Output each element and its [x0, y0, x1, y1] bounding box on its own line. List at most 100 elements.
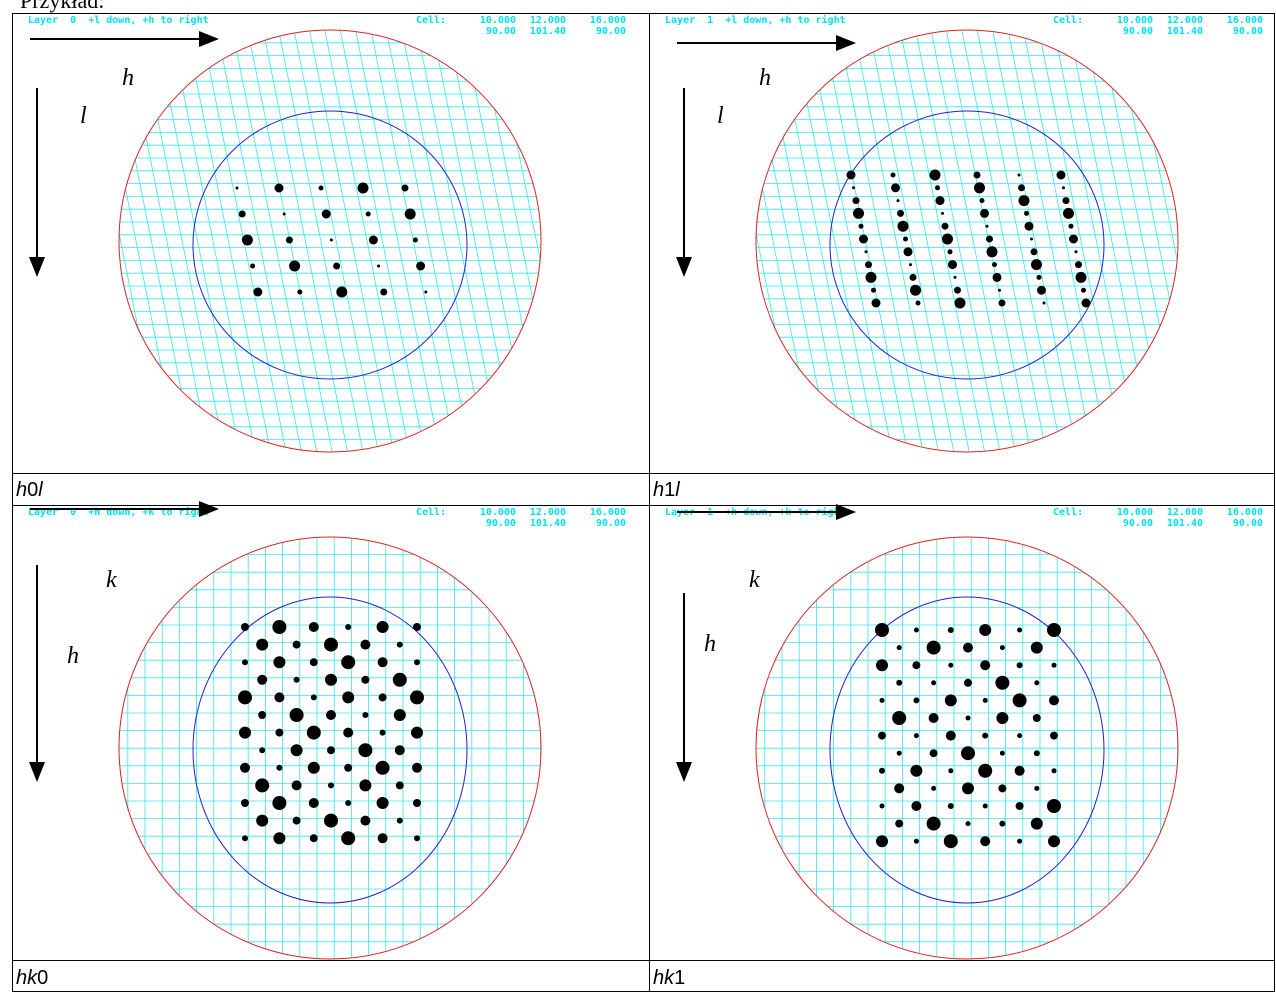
reflection	[853, 197, 860, 204]
reflection	[242, 835, 248, 841]
reflection	[366, 212, 371, 217]
reflection	[326, 710, 336, 720]
reflection	[980, 836, 990, 846]
reflection	[892, 711, 906, 725]
reflection	[259, 747, 265, 753]
cell-value: 16.000	[590, 15, 626, 26]
reflection	[954, 276, 957, 279]
reflection	[999, 300, 1006, 307]
reflection	[963, 643, 973, 653]
grid-line	[1131, 30, 1215, 452]
reflection	[293, 817, 301, 825]
cell-value: 10.000	[1117, 507, 1153, 518]
cell-value: 101.40	[530, 26, 566, 37]
reflection	[974, 182, 985, 193]
reflection	[322, 210, 331, 219]
caption-part: h	[16, 479, 27, 501]
reflections	[236, 183, 428, 298]
reflection	[341, 655, 355, 669]
reflection	[859, 224, 864, 229]
reflection	[324, 638, 338, 652]
grid-line	[715, 30, 799, 452]
reflection	[1018, 184, 1025, 191]
reflection	[930, 170, 941, 181]
reflection	[872, 299, 881, 308]
reflection	[961, 746, 975, 760]
grid-line	[1193, 30, 1276, 452]
reflection	[927, 817, 941, 831]
layer-label: Layer 0 +l down, +h to right	[28, 14, 209, 26]
grid-line	[1116, 30, 1200, 452]
cell-label: Cell:	[416, 15, 446, 26]
cell-value: 12.000	[530, 507, 566, 518]
document: Przykład: Layer 0 +l down, +h to right Ce…	[0, 0, 1276, 992]
reflection	[397, 818, 403, 824]
reflection	[325, 674, 337, 686]
reflection	[342, 691, 354, 703]
reflection	[979, 624, 991, 636]
reflection	[996, 712, 1008, 724]
intro-text: Przykład:	[20, 0, 104, 13]
reflection	[416, 262, 425, 271]
reflection	[880, 698, 885, 703]
reflection	[1025, 222, 1034, 231]
reflection	[327, 746, 335, 754]
reflection	[360, 816, 370, 826]
reflection	[1017, 733, 1022, 738]
reflection	[412, 763, 422, 773]
reflection	[974, 172, 981, 179]
reflection	[293, 641, 301, 649]
reflection	[319, 186, 324, 191]
reflection	[256, 815, 268, 827]
axis-label-vertical: h	[67, 643, 79, 669]
reflection	[309, 798, 319, 808]
reflection	[993, 273, 1002, 282]
cell-value: 101.40	[1167, 518, 1203, 529]
reflection	[272, 796, 286, 810]
reflection	[895, 820, 903, 828]
axis-label-horizontal: h	[122, 65, 134, 91]
grid-line	[1147, 30, 1231, 452]
reflection	[1048, 835, 1060, 847]
reflection	[258, 711, 266, 719]
reflection	[897, 645, 902, 650]
reflection	[1047, 799, 1061, 813]
grid-line	[525, 30, 609, 452]
grid-line	[1177, 30, 1261, 452]
reflection	[1049, 695, 1059, 705]
reflection	[1081, 288, 1086, 293]
reflection	[241, 799, 249, 807]
reflection	[910, 274, 917, 281]
reflection	[998, 784, 1006, 792]
reflection	[257, 675, 267, 685]
table-borders	[12, 13, 1275, 992]
reflection	[311, 694, 317, 700]
reflection	[292, 780, 302, 790]
reflection	[1018, 174, 1021, 177]
reflection	[904, 247, 913, 256]
reflection	[378, 833, 388, 843]
reflection	[1017, 628, 1022, 633]
reflection	[344, 764, 352, 772]
reflection	[1052, 663, 1057, 668]
reflection	[955, 298, 966, 309]
reflection	[1000, 645, 1005, 650]
reflection	[865, 261, 872, 268]
reflection	[272, 620, 286, 634]
grid-line	[78, 30, 162, 452]
grid-line	[479, 30, 563, 452]
grid-line	[94, 30, 178, 452]
reflection	[1063, 208, 1074, 219]
grid-line	[510, 30, 594, 452]
reflection	[275, 184, 284, 193]
grid-line	[654, 30, 738, 452]
cell-value: 16.000	[1227, 15, 1263, 26]
caption-part: 1	[674, 967, 685, 989]
reflection	[396, 781, 404, 789]
reflection	[380, 730, 386, 736]
reflection	[914, 839, 919, 844]
reflection	[414, 659, 420, 665]
layer-label: Layer 1 +l down, +h to right	[665, 14, 846, 26]
reflection	[935, 185, 940, 190]
